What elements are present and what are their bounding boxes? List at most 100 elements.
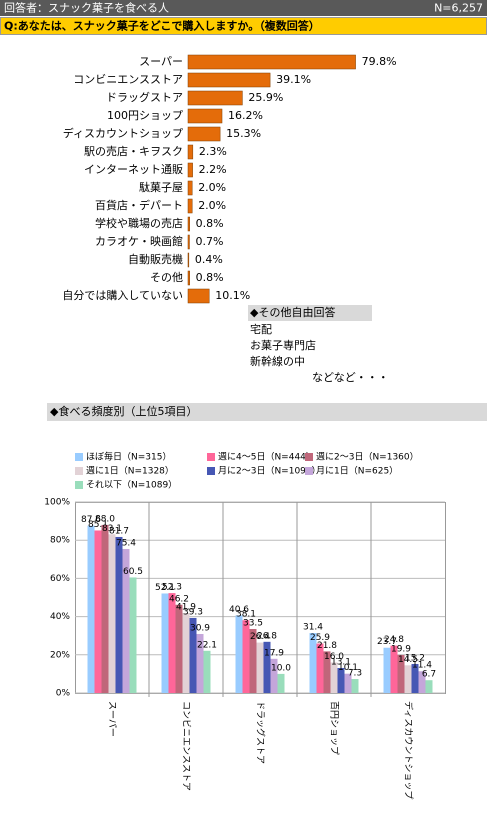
bar — [187, 126, 221, 142]
value-label: 16.0 — [324, 652, 344, 662]
category-label: 学校や職場の売店 — [95, 216, 183, 230]
value-label: 83.1 — [102, 524, 122, 534]
bar — [101, 524, 109, 693]
bar — [182, 612, 190, 693]
category-label: コンビニエンスストア — [73, 73, 183, 86]
bar — [330, 662, 338, 693]
value-label: 46.2 — [169, 594, 189, 604]
value-label: 15.2 — [405, 653, 425, 663]
legend-label: それ以下（N=1089） — [86, 480, 177, 491]
legend-swatch — [305, 467, 313, 475]
value-label: 2.3% — [199, 145, 227, 158]
header-title: 回答者：スナック菓子を食べる人 — [4, 1, 169, 15]
bar — [94, 530, 102, 693]
bar — [187, 54, 356, 70]
value-label: 41.9 — [176, 602, 196, 612]
bar — [161, 593, 169, 693]
legend-label: 週に2～3日（N=1360） — [316, 452, 419, 463]
value-label: 0.8% — [196, 217, 224, 230]
y-tick-label: 0% — [56, 689, 71, 699]
note-item: お菓子専門店 — [250, 338, 316, 352]
bar — [187, 90, 243, 106]
category-label: ドラッグストア — [106, 90, 183, 104]
legend-label: 月に2～3日（N=1096） — [218, 466, 321, 477]
header-n: N=6,257 — [434, 2, 483, 15]
bar — [344, 673, 352, 693]
value-label: 16.2% — [228, 109, 263, 122]
value-label: 79.8% — [362, 55, 397, 68]
value-label: 26.8 — [257, 631, 277, 641]
bar — [323, 651, 331, 693]
value-label: 39.3 — [183, 607, 203, 617]
category-label: 自分では購入していない — [62, 288, 183, 302]
y-tick-label: 40% — [50, 612, 70, 622]
value-label: 87.6 — [81, 515, 101, 525]
bar — [351, 679, 359, 693]
category-label: ディスカウントショップ — [63, 126, 183, 140]
bar — [168, 593, 176, 693]
bar — [270, 658, 278, 693]
category-label: その他 — [150, 271, 183, 284]
bar — [122, 548, 130, 693]
value-label: 10.0 — [271, 663, 291, 673]
value-label: 0.4% — [195, 253, 223, 266]
y-tick-label: 60% — [50, 574, 70, 584]
bar — [187, 162, 193, 178]
y-tick-label: 100% — [44, 498, 70, 508]
value-label: 7.3 — [348, 669, 362, 679]
bar — [187, 234, 190, 250]
bar — [263, 641, 271, 693]
value-label: 52.1 — [155, 583, 175, 593]
notes-title: ◆その他自由回答 — [250, 305, 335, 319]
value-label: 0.7% — [195, 235, 223, 248]
bar — [187, 180, 193, 196]
value-label: 19.9 — [391, 644, 411, 654]
value-label: 24.8 — [384, 635, 404, 645]
legend-label: 月に1日（N=625） — [316, 466, 398, 477]
bar — [203, 650, 211, 693]
bar — [196, 633, 204, 693]
legend-swatch — [207, 453, 215, 461]
y-tick-label: 80% — [50, 536, 70, 546]
x-tick-label: コンビニエンスストア — [181, 701, 192, 791]
bar — [277, 673, 285, 693]
bar — [187, 270, 190, 286]
bar — [187, 252, 190, 268]
value-label: 52.3 — [162, 583, 182, 593]
value-label: 10.1% — [215, 289, 250, 302]
value-label: 75.4 — [116, 538, 136, 548]
header-bar — [0, 0, 487, 16]
bar — [418, 671, 426, 693]
bar — [187, 108, 223, 124]
bar — [187, 288, 210, 304]
value-label: 81.7 — [109, 526, 129, 536]
legend-swatch — [207, 467, 215, 475]
bar — [316, 643, 324, 693]
section-title: ◆食べる頻度別（上位5項目） — [50, 404, 197, 418]
legend-swatch — [75, 481, 83, 489]
legend-label: ほぼ毎日（N=315） — [86, 451, 171, 463]
value-label: 33.5 — [243, 619, 263, 629]
value-label: 31.4 — [303, 623, 323, 633]
category-label: カラオケ・映画館 — [95, 234, 183, 248]
value-label: 11.4 — [412, 661, 432, 671]
y-tick-label: 20% — [50, 650, 70, 660]
value-label: 2.0% — [198, 181, 226, 194]
bar — [189, 617, 197, 693]
legend-swatch — [305, 453, 313, 461]
category-label: インターネット通販 — [84, 163, 183, 176]
value-label: 6.7 — [422, 670, 436, 680]
value-label: 14.5 — [398, 655, 418, 665]
x-tick-label: ディスカウントショップ — [403, 701, 415, 799]
value-label: 23.7 — [377, 637, 397, 647]
bar — [411, 663, 419, 693]
x-tick-label: 百円ショップ — [329, 701, 340, 755]
bar — [187, 216, 190, 232]
note-item: などなど・・・ — [312, 371, 389, 384]
category-label: 百貨店・デパート — [95, 198, 183, 212]
bar — [249, 629, 257, 693]
value-label: 60.5 — [123, 567, 143, 577]
category-label: 100円ショップ — [107, 109, 183, 122]
category-label: 駅の売店・キヲスク — [84, 144, 183, 158]
legend-swatch — [75, 453, 83, 461]
